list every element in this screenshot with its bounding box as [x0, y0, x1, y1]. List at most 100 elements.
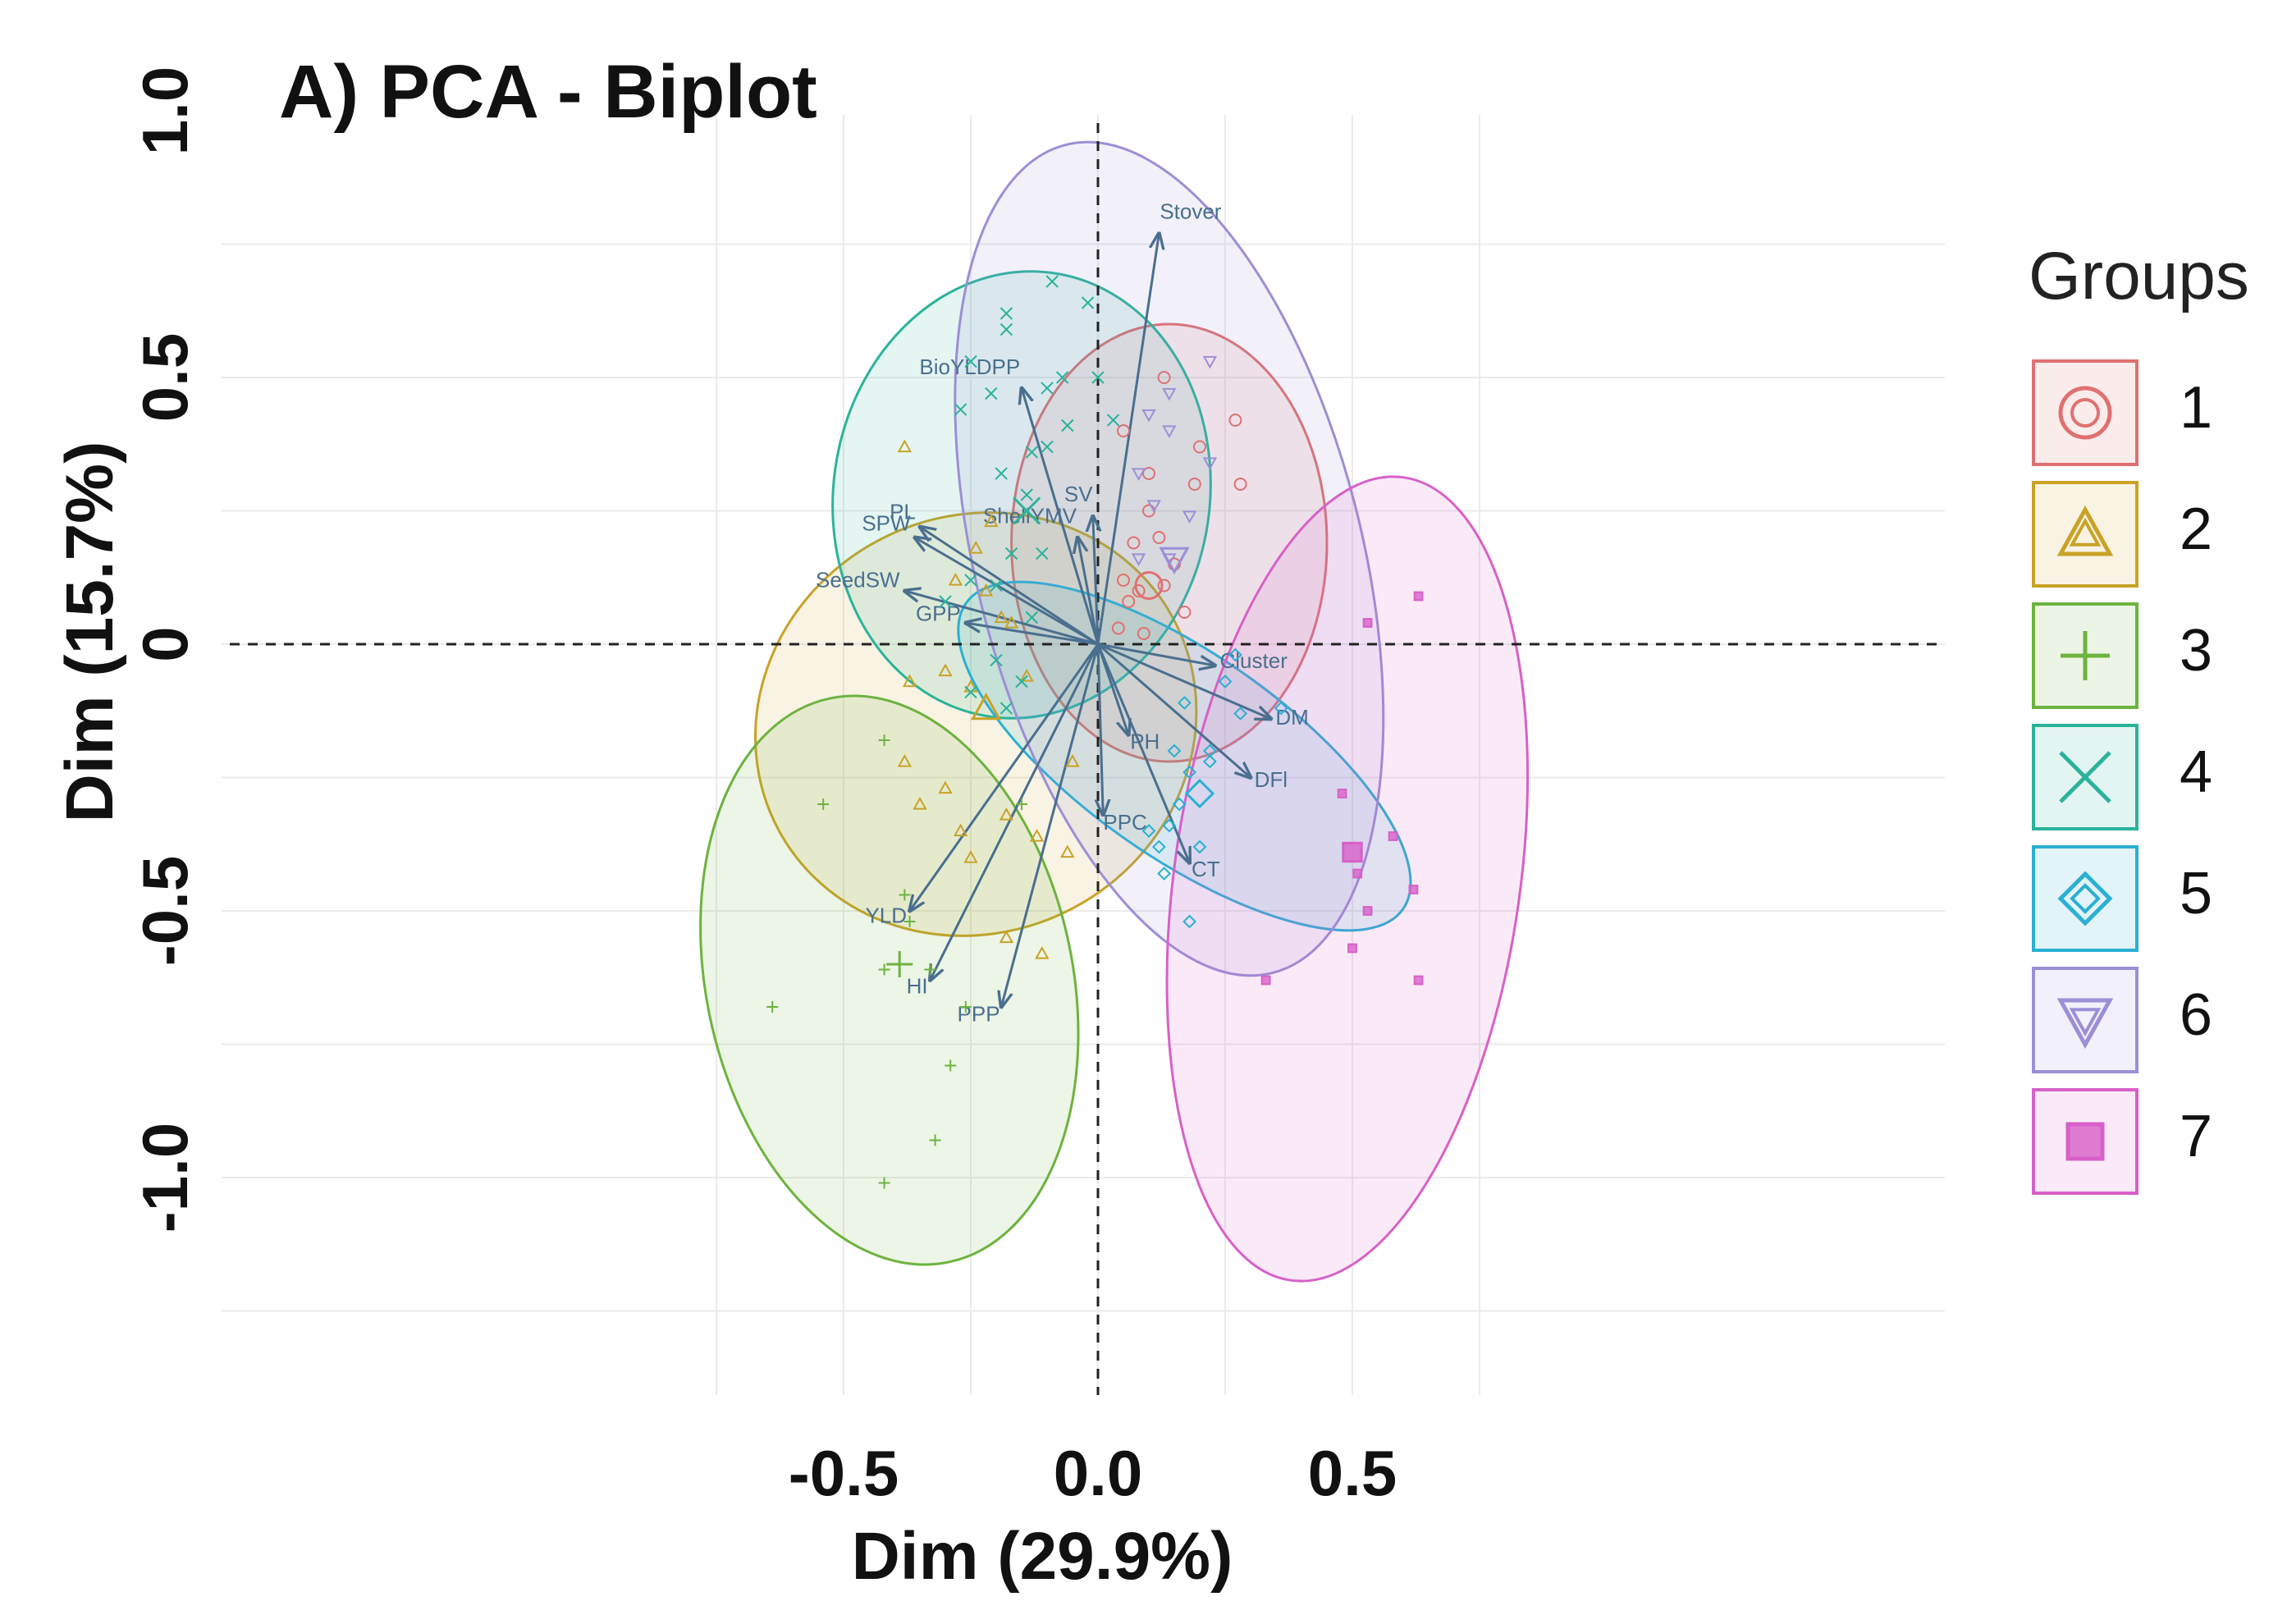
arrow-SeedSW	[904, 591, 1099, 646]
point-group-3	[929, 1134, 941, 1146]
point-group-1	[1137, 627, 1150, 640]
legend-marker-6	[2056, 998, 2114, 1050]
variable-label-PPP: PPP	[958, 1001, 1000, 1026]
legend-diamond-icon	[2032, 845, 2138, 952]
point-group-1	[1111, 621, 1125, 635]
point-group-3	[1016, 798, 1027, 810]
arrow-GPP	[966, 623, 1099, 646]
point-group-7	[1408, 885, 1419, 894]
point-group-5	[1228, 647, 1242, 662]
centroid-group-4	[1013, 496, 1041, 525]
legend-marker-4	[2059, 751, 2111, 803]
legend-square-icon	[2032, 1088, 2138, 1195]
arrow-HI	[930, 643, 1100, 981]
point-group-7	[1362, 906, 1373, 916]
legend-label-4: 4	[2180, 739, 2213, 805]
legend-marker-3	[2061, 631, 2110, 680]
legend-label-5: 5	[2180, 861, 2213, 926]
point-group-3	[959, 1001, 972, 1013]
point-group-1	[1132, 584, 1146, 597]
point-group-4	[964, 355, 977, 368]
point-group-3	[903, 916, 916, 927]
arrow-ShellYMV	[1077, 538, 1100, 645]
point-group-2	[948, 572, 963, 586]
legend-triangle-down-icon	[2032, 967, 2138, 1073]
arrow-BioYLDPP	[1022, 388, 1100, 645]
point-group-1	[1127, 536, 1141, 550]
point-group-2	[999, 807, 1014, 821]
point-group-5	[1182, 765, 1197, 780]
point-group-2	[968, 540, 983, 554]
legend-label-7: 7	[2180, 1104, 2213, 1169]
point-group-4	[1004, 547, 1018, 560]
legend-marker-inner-5	[2070, 883, 2101, 914]
point-group-3	[924, 963, 936, 976]
legend-label-6: 6	[2180, 982, 2213, 1048]
legend-cross-icon	[2032, 724, 2138, 830]
point-group-1	[1142, 467, 1155, 480]
x-tick-label: -0.5	[789, 1437, 899, 1509]
point-group-1	[1187, 478, 1201, 491]
chart-title: A) PCA - Biplot	[279, 50, 817, 134]
point-group-6	[1162, 425, 1177, 439]
point-group-6	[1202, 355, 1218, 369]
point-group-2	[1019, 668, 1034, 682]
point-group-4	[1045, 275, 1059, 288]
point-group-4	[1055, 371, 1069, 384]
variable-label-GPP: GPP	[916, 601, 961, 625]
legend-circle-icon	[2032, 359, 2138, 466]
point-group-5	[1233, 707, 1248, 721]
variable-label-BioYLDPP: BioYLDPP	[919, 355, 1020, 379]
legend-title: Groups	[2029, 239, 2249, 313]
point-group-4	[990, 653, 1003, 667]
point-group-2	[938, 780, 953, 794]
legend-marker	[2065, 1122, 2105, 1161]
point-group-4	[964, 685, 977, 699]
centroid-group-5	[1184, 778, 1215, 809]
legend-label-1: 1	[2180, 375, 2213, 441]
variable-label-CT: CT	[1192, 857, 1220, 881]
centroid-group-6	[1159, 547, 1190, 575]
point-group-4	[1036, 547, 1049, 560]
legend-label-2: 2	[2180, 496, 2213, 562]
point-group-5	[1162, 818, 1177, 833]
point-group-2	[1035, 945, 1050, 959]
centroid-group-1	[1134, 571, 1164, 600]
x-tick-label: 0.5	[1308, 1437, 1397, 1509]
point-group-5	[1172, 797, 1187, 812]
variable-label-Stover: Stover	[1160, 199, 1221, 224]
ellipse-group-1	[1010, 323, 1329, 763]
ellipse-group-5	[957, 580, 1412, 932]
point-group-4	[1081, 296, 1095, 309]
point-group-4	[985, 387, 998, 400]
point-group-2	[902, 674, 917, 688]
point-group-4	[1015, 675, 1028, 688]
ellipse-group-6	[954, 140, 1385, 977]
legend-marker-2	[2056, 505, 2114, 556]
point-group-2	[897, 753, 913, 767]
point-group-4	[990, 579, 1003, 592]
point-group-4	[1091, 371, 1105, 384]
point-group-4	[1025, 611, 1039, 624]
legend-marker	[2058, 386, 2112, 440]
point-group-7	[1337, 789, 1347, 798]
variable-arrows: StoverBioYLDPPSVShellYMVSPWPLSeedSWGPPCl…	[816, 199, 1309, 1027]
point-group-1	[1152, 531, 1166, 544]
point-group-5	[1182, 914, 1197, 929]
ellipse-group-3	[699, 694, 1080, 1266]
point-group-4	[1020, 488, 1033, 501]
point-group-4	[1041, 382, 1054, 395]
arrow-YLD	[910, 643, 1100, 911]
point-group-2	[913, 796, 927, 810]
group-points	[766, 275, 1424, 1189]
ellipse-group-4	[831, 270, 1212, 720]
variable-label-SeedSW: SeedSW	[816, 567, 900, 592]
point-group-4	[999, 702, 1013, 715]
point-group-7	[1260, 975, 1271, 986]
point-group-2	[1004, 615, 1019, 629]
point-group-4	[964, 574, 977, 587]
point-group-2	[978, 583, 994, 597]
variable-label-PPC: PPC	[1103, 810, 1146, 835]
point-group-1	[1157, 579, 1171, 592]
